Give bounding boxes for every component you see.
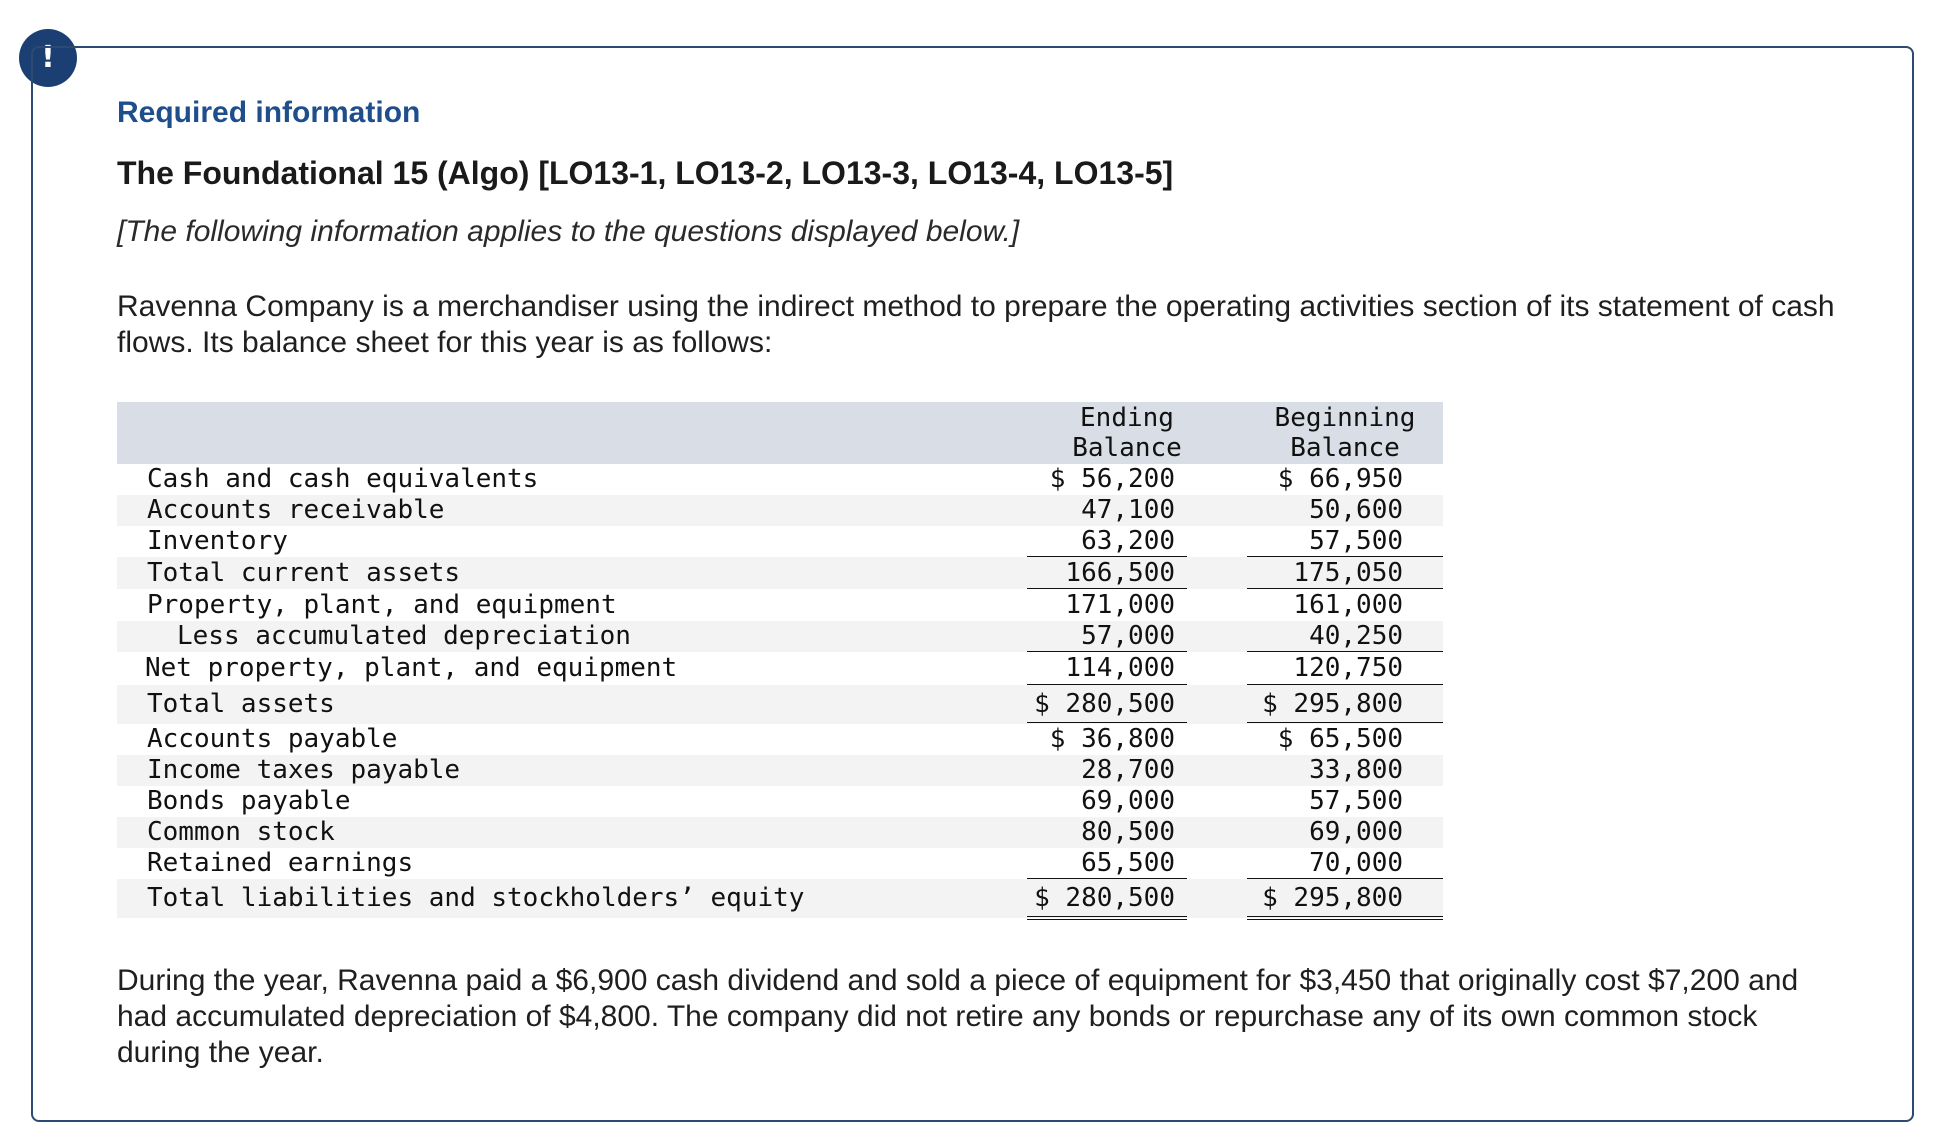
problem-title: The Foundational 15 (Algo) [LO13-1, LO13… bbox=[117, 155, 1174, 191]
alert-icon: ! bbox=[19, 29, 77, 87]
beginning-balance-value: 57,500 bbox=[1309, 786, 1403, 816]
ending-balance-value: 114,000 bbox=[1065, 653, 1175, 683]
balance-sheet-header: Ending Balance Beginning Balance bbox=[117, 402, 1443, 464]
beginning-balance-value: 70,000 bbox=[1309, 848, 1403, 878]
balance-sheet-row: Total current assets 166,500 175,050 bbox=[117, 557, 1443, 590]
balance-sheet-row: Accounts receivable 47,100 50,600 bbox=[117, 495, 1443, 526]
ending-balance-value: 69,000 bbox=[1081, 786, 1175, 816]
intro-paragraph: Ravenna Company is a merchandiser using … bbox=[117, 290, 1835, 359]
double-underline bbox=[1027, 916, 1187, 920]
required-information-heading: Required information bbox=[117, 96, 421, 129]
row-label: Retained earnings bbox=[147, 848, 414, 878]
balance-sheet-row: Cash and cash equivalents $ 56,200 $ 66,95… bbox=[117, 464, 1443, 495]
footer-paragraph: During the year, Ravenna paid a $6,900 c… bbox=[117, 964, 1799, 1069]
ending-balance-value: 47,100 bbox=[1081, 495, 1175, 525]
problem-subtitle: [The following information applies to th… bbox=[117, 215, 1020, 248]
row-label: Common stock bbox=[147, 817, 335, 847]
beginning-balance-value: 69,000 bbox=[1309, 817, 1403, 847]
row-label: Accounts payable bbox=[147, 724, 398, 754]
ending-balance-value: 63,200 bbox=[1081, 526, 1175, 556]
ending-balance-value: 166,500 bbox=[1065, 558, 1175, 588]
beginning-balance-value: $ 65,500 bbox=[1277, 724, 1403, 754]
beginning-balance-value: $ 295,800 bbox=[1262, 883, 1403, 913]
ending-balance-value: $ 280,500 bbox=[1034, 883, 1175, 913]
beginning-balance-value: 120,750 bbox=[1293, 653, 1403, 683]
row-label: Total current assets bbox=[147, 558, 461, 588]
column-header-ending: Ending Balance bbox=[1072, 403, 1182, 463]
balance-sheet-row: Accounts payable $ 36,800 $ 65,500 bbox=[117, 724, 1443, 755]
balance-sheet-body: Cash and cash equivalents $ 56,200 $ 66,95… bbox=[117, 464, 1443, 920]
ending-balance-value: 65,500 bbox=[1081, 848, 1175, 878]
balance-sheet-row: Income taxes payable 28,700 33,800 bbox=[117, 755, 1443, 786]
ending-balance-value: 28,700 bbox=[1081, 755, 1175, 785]
balance-sheet-row: Retained earnings 65,500 70,000 bbox=[117, 848, 1443, 880]
column-header-beginning: Beginning Balance bbox=[1274, 403, 1416, 463]
beginning-balance-value: 33,800 bbox=[1309, 755, 1403, 785]
row-label: Cash and cash equivalents bbox=[147, 464, 539, 494]
double-underline bbox=[1247, 916, 1443, 920]
balance-sheet-row: Less accumulated depreciation 57,000 40,25… bbox=[117, 621, 1443, 653]
beginning-balance-value: 40,250 bbox=[1309, 621, 1403, 651]
balance-sheet-row: Property, plant, and equipment 171,000 161… bbox=[117, 589, 1443, 621]
balance-sheet-row: Net property, plant, and equipment 114,00… bbox=[117, 652, 1443, 686]
balance-sheet-row: Bonds payable 69,000 57,500 bbox=[117, 786, 1443, 817]
ending-balance-value: 80,500 bbox=[1081, 817, 1175, 847]
balance-sheet-row: Total liabilities and stockholders’ equi… bbox=[117, 879, 1443, 920]
required-information-card bbox=[31, 46, 1914, 1122]
beginning-balance-value: 175,050 bbox=[1293, 558, 1403, 588]
row-label: Accounts receivable bbox=[147, 495, 445, 525]
row-label: Less accumulated depreciation bbox=[177, 621, 631, 651]
row-label: Total liabilities and stockholders’ equi… bbox=[147, 883, 805, 913]
balance-sheet-row: Common stock 80,500 69,000 bbox=[117, 817, 1443, 848]
row-label: Bonds payable bbox=[147, 786, 351, 816]
ending-balance-value: 171,000 bbox=[1065, 590, 1175, 620]
balance-sheet-row: Inventory 63,200 57,500 bbox=[117, 526, 1443, 558]
beginning-balance-value: $ 66,950 bbox=[1277, 464, 1403, 494]
ending-balance-value: $ 56,200 bbox=[1049, 464, 1175, 494]
ending-balance-value: $ 280,500 bbox=[1034, 689, 1175, 719]
beginning-balance-value: $ 295,800 bbox=[1262, 689, 1403, 719]
row-label: Property, plant, and equipment bbox=[147, 590, 617, 620]
row-label: Inventory bbox=[147, 526, 288, 556]
ending-balance-value: $ 36,800 bbox=[1049, 724, 1175, 754]
row-label: Income taxes payable bbox=[147, 755, 461, 785]
balance-sheet-table: Ending Balance Beginning Balance Cash an… bbox=[117, 402, 1443, 920]
balance-sheet-row: Total assets $ 280,500 $ 295,800 bbox=[117, 685, 1443, 726]
beginning-balance-value: 57,500 bbox=[1309, 526, 1403, 556]
beginning-balance-value: 161,000 bbox=[1293, 590, 1403, 620]
row-label: Total assets bbox=[147, 689, 335, 719]
row-label: Net property, plant, and equipment bbox=[145, 653, 678, 683]
ending-balance-value: 57,000 bbox=[1081, 621, 1175, 651]
beginning-balance-value: 50,600 bbox=[1309, 495, 1403, 525]
